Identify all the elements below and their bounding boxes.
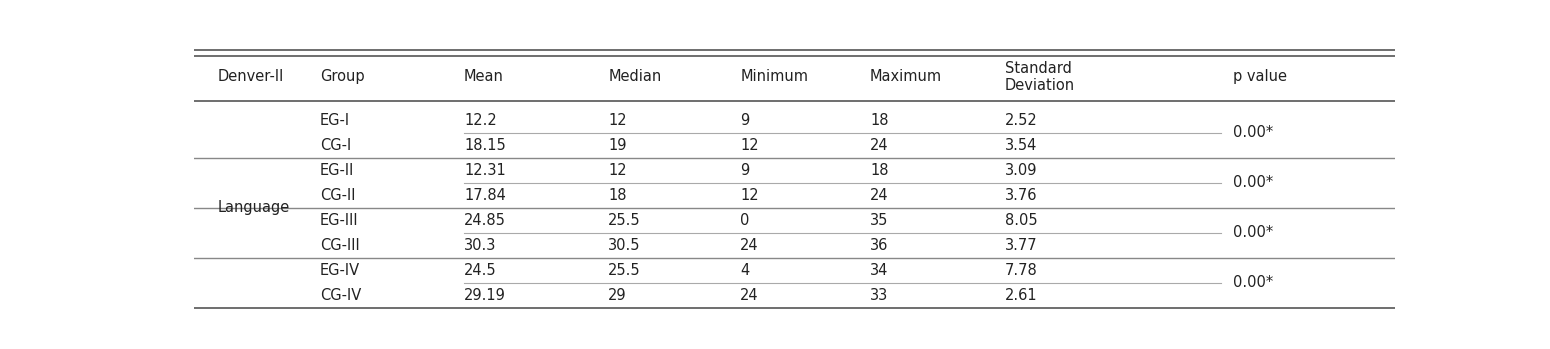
Text: 3.54: 3.54	[1004, 138, 1037, 153]
Text: 12: 12	[741, 188, 760, 203]
Text: Maximum: Maximum	[870, 69, 942, 84]
Text: 24: 24	[870, 138, 888, 153]
Text: EG-IV: EG-IV	[319, 263, 360, 278]
Text: 24: 24	[870, 188, 888, 203]
Text: 12.2: 12.2	[463, 113, 498, 128]
Text: EG-II: EG-II	[319, 163, 355, 178]
Text: 18: 18	[608, 188, 626, 203]
Text: 0.00*: 0.00*	[1232, 175, 1273, 190]
Text: Denver-II: Denver-II	[217, 69, 284, 84]
Text: 3.77: 3.77	[1004, 238, 1037, 253]
Text: 18: 18	[870, 163, 888, 178]
Text: 24.85: 24.85	[463, 213, 505, 228]
Text: CG-III: CG-III	[319, 238, 360, 253]
Text: 12: 12	[608, 113, 626, 128]
Text: 0.00*: 0.00*	[1232, 225, 1273, 240]
Text: 17.84: 17.84	[463, 188, 505, 203]
Text: 9: 9	[741, 163, 750, 178]
Text: 18: 18	[870, 113, 888, 128]
Text: EG-I: EG-I	[319, 113, 350, 128]
Text: Minimum: Minimum	[741, 69, 808, 84]
Text: 2.61: 2.61	[1004, 288, 1037, 303]
Text: Mean: Mean	[463, 69, 504, 84]
Text: 33: 33	[870, 288, 888, 303]
Text: 18.15: 18.15	[463, 138, 505, 153]
Text: 24.5: 24.5	[463, 263, 496, 278]
Text: 30.5: 30.5	[608, 238, 640, 253]
Text: 3.76: 3.76	[1004, 188, 1037, 203]
Text: 2.52: 2.52	[1004, 113, 1037, 128]
Text: 0: 0	[741, 213, 750, 228]
Text: 7.78: 7.78	[1004, 263, 1037, 278]
Text: 34: 34	[870, 263, 888, 278]
Text: 0.00*: 0.00*	[1232, 125, 1273, 140]
Text: 4: 4	[741, 263, 750, 278]
Text: 24: 24	[741, 288, 760, 303]
Text: 29.19: 29.19	[463, 288, 505, 303]
Text: 25.5: 25.5	[608, 263, 640, 278]
Text: Standard
Deviation: Standard Deviation	[1004, 61, 1074, 93]
Text: 0.00*: 0.00*	[1232, 275, 1273, 290]
Text: CG-IV: CG-IV	[319, 288, 361, 303]
Text: 30.3: 30.3	[463, 238, 496, 253]
Text: EG-III: EG-III	[319, 213, 358, 228]
Text: 9: 9	[741, 113, 750, 128]
Text: Median: Median	[608, 69, 662, 84]
Text: Group: Group	[319, 69, 364, 84]
Text: CG-I: CG-I	[319, 138, 352, 153]
Text: CG-II: CG-II	[319, 188, 355, 203]
Text: 8.05: 8.05	[1004, 213, 1037, 228]
Text: 36: 36	[870, 238, 888, 253]
Text: 12.31: 12.31	[463, 163, 505, 178]
Text: 29: 29	[608, 288, 626, 303]
Text: 19: 19	[608, 138, 626, 153]
Text: Language: Language	[217, 200, 290, 215]
Text: 25.5: 25.5	[608, 213, 640, 228]
Text: p value: p value	[1232, 69, 1286, 84]
Text: 12: 12	[608, 163, 626, 178]
Text: 12: 12	[741, 138, 760, 153]
Text: 24: 24	[741, 238, 760, 253]
Text: 35: 35	[870, 213, 888, 228]
Text: 3.09: 3.09	[1004, 163, 1037, 178]
